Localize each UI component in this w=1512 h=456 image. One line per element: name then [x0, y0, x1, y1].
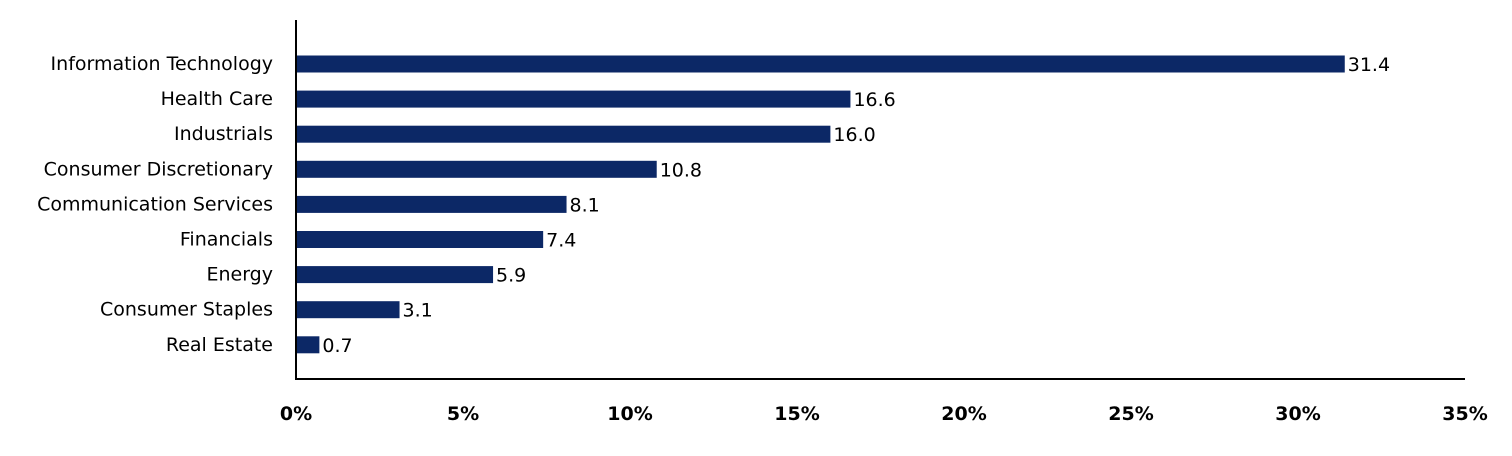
- category-label: Communication Services: [37, 193, 273, 215]
- x-tick-label: 0%: [280, 403, 312, 425]
- data-label: 5.9: [496, 265, 526, 287]
- bar: [297, 336, 320, 354]
- x-tick-label: 25%: [1108, 403, 1153, 425]
- data-label: 0.7: [322, 335, 352, 357]
- x-tick-labels: 0% 5% 10% 15% 20% 25% 30% 35%: [280, 403, 1488, 425]
- bar: [297, 55, 1345, 73]
- axes: [295, 20, 1465, 380]
- category-label: Consumer Discretionary: [44, 158, 273, 180]
- x-tick-label: 20%: [941, 403, 986, 425]
- bar: [297, 90, 851, 108]
- category-labels: Information Technology Health Care Industr…: [37, 53, 273, 356]
- bars-layer: [297, 55, 1345, 354]
- bar: [297, 160, 657, 178]
- data-label: 8.1: [570, 194, 600, 216]
- bar: [297, 195, 567, 213]
- category-label: Industrials: [174, 123, 273, 145]
- x-tick-label: 10%: [607, 403, 652, 425]
- bar: [297, 231, 544, 248]
- data-label: 10.8: [660, 159, 702, 181]
- category-label: Real Estate: [166, 334, 273, 356]
- bar: [297, 125, 831, 143]
- data-label: 31.4: [1348, 54, 1390, 76]
- category-label: Financials: [180, 229, 273, 251]
- x-tick-label: 35%: [1442, 403, 1487, 425]
- category-label: Consumer Staples: [100, 299, 273, 321]
- bar: [297, 301, 400, 319]
- x-tick-label: 5%: [447, 403, 479, 425]
- bar: [297, 266, 494, 284]
- category-label: Information Technology: [51, 53, 273, 75]
- data-label: 16.0: [833, 124, 875, 146]
- data-label: 16.6: [853, 89, 895, 111]
- category-label: Energy: [206, 264, 273, 286]
- x-tick-label: 30%: [1275, 403, 1320, 425]
- data-label: 7.4: [546, 230, 576, 252]
- x-tick-label: 15%: [774, 403, 819, 425]
- category-label: Health Care: [161, 88, 273, 110]
- data-labels: 31.4 16.6 16.0 10.8 8.1 7.4 5.9 3.1 0.7: [322, 54, 1390, 357]
- data-label: 3.1: [403, 300, 433, 322]
